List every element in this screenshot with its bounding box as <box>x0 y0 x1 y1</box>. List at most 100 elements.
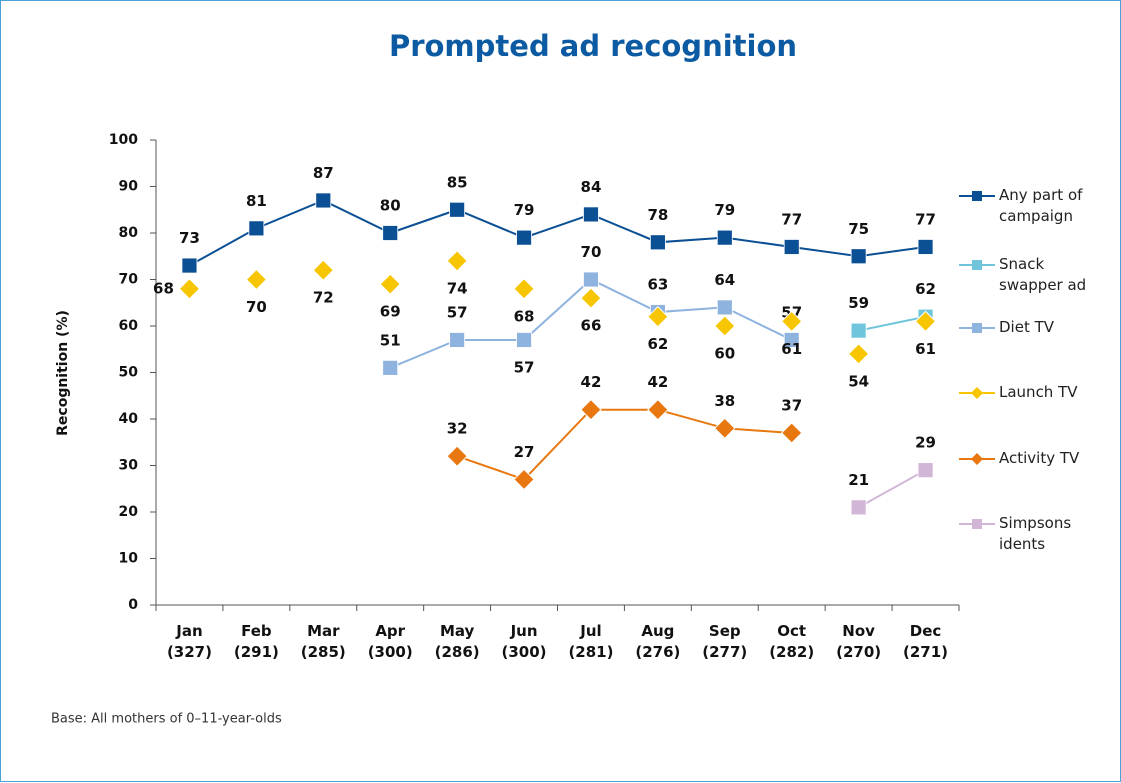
legend-item: Simpsons idents <box>959 513 1119 555</box>
data-point <box>513 278 535 300</box>
data-point <box>382 225 399 241</box>
data-point <box>847 343 870 365</box>
data-label: 21 <box>848 471 869 489</box>
y-tick-label: 0 <box>128 597 138 613</box>
data-label: 87 <box>313 164 334 182</box>
y-tick-label: 30 <box>119 458 139 474</box>
legend-swatch <box>959 260 995 270</box>
y-axis-label: Recognition (%) <box>55 310 71 436</box>
y-tick-label: 40 <box>119 411 139 427</box>
data-label: 74 <box>447 279 468 297</box>
data-label: 38 <box>714 392 735 410</box>
legend-swatch <box>959 191 995 201</box>
data-point <box>382 359 399 376</box>
data-point <box>446 250 468 272</box>
y-tick-label: 50 <box>119 365 139 381</box>
data-label: 64 <box>714 271 735 289</box>
legend-label: Activity TV <box>999 449 1080 467</box>
data-label: 61 <box>781 340 802 358</box>
data-label: 70 <box>246 298 267 316</box>
series-line <box>188 199 926 267</box>
data-point <box>245 268 268 291</box>
data-point <box>580 287 602 309</box>
legend-swatch <box>959 519 995 529</box>
data-point <box>516 229 532 246</box>
data-point <box>649 234 666 251</box>
data-point <box>516 332 532 348</box>
data-point <box>379 273 401 295</box>
data-label: 57 <box>514 358 535 376</box>
x-tick-label: Apr (300) <box>368 622 413 661</box>
data-point <box>781 422 803 444</box>
x-tick-label: May (286) <box>435 622 480 661</box>
series-line <box>858 315 926 332</box>
data-label: 68 <box>153 279 174 297</box>
data-label: 59 <box>848 294 869 312</box>
data-point <box>917 239 934 255</box>
legend-label: Simpsons idents <box>999 514 1072 553</box>
data-point <box>312 259 334 281</box>
data-point <box>850 499 867 516</box>
data-label: 77 <box>915 210 936 228</box>
data-label: 79 <box>514 201 535 219</box>
data-point <box>850 322 867 339</box>
data-label: 78 <box>647 206 668 224</box>
data-label: 42 <box>647 373 668 391</box>
data-label: 80 <box>380 197 401 215</box>
y-tick-label: 90 <box>119 179 139 195</box>
x-tick-label: Sep (277) <box>702 622 747 661</box>
x-tick-label: Aug (276) <box>635 622 680 661</box>
chart-title: Prompted ad recognition <box>389 29 797 63</box>
data-point <box>583 271 599 288</box>
data-point <box>446 445 468 467</box>
data-label: 69 <box>380 303 401 321</box>
data-point <box>449 332 466 348</box>
x-tick-label: Jun (300) <box>502 622 547 661</box>
x-tick-label: Jan (327) <box>167 622 212 661</box>
legend-item: Snack swapper ad <box>959 254 1119 296</box>
x-tick-label: Feb (291) <box>234 622 279 661</box>
data-label: 81 <box>246 192 267 210</box>
data-label: 60 <box>714 345 735 363</box>
data-label: 73 <box>179 229 200 247</box>
data-point <box>716 299 733 316</box>
data-label: 85 <box>447 173 468 191</box>
data-point <box>781 310 803 333</box>
legend-label: Diet TV <box>999 318 1055 336</box>
legend-marker <box>972 260 982 270</box>
data-label: 66 <box>581 317 602 335</box>
legend-label: Snack swapper ad <box>999 255 1087 294</box>
y-tick-label: 10 <box>119 551 139 567</box>
data-label: 62 <box>915 280 936 298</box>
x-tick-label: Nov (270) <box>836 622 881 661</box>
data-label: 27 <box>514 443 535 461</box>
data-point <box>714 417 736 440</box>
data-point <box>178 278 201 300</box>
data-label: 54 <box>848 372 869 390</box>
legend-swatch <box>959 387 995 399</box>
y-tick-label: 80 <box>119 225 139 241</box>
y-tick-label: 100 <box>109 132 138 148</box>
data-point <box>783 332 800 348</box>
data-point <box>917 462 934 479</box>
legend-marker <box>972 323 982 333</box>
data-point <box>449 201 466 218</box>
data-point <box>647 398 669 421</box>
data-label: 57 <box>447 303 468 321</box>
legend-label: Any part of campaign <box>999 186 1083 225</box>
legend-item: Diet TV <box>959 317 1119 338</box>
data-point <box>716 229 733 246</box>
y-tick-label: 20 <box>119 504 139 520</box>
data-point <box>580 398 602 421</box>
x-tick-label: Mar (285) <box>301 622 346 661</box>
series-line <box>858 469 927 509</box>
legend-swatch <box>959 453 995 465</box>
data-point <box>583 206 599 223</box>
x-tick-label: Oct (282) <box>769 622 814 661</box>
y-tick-label: 70 <box>119 272 139 288</box>
x-tick-label: Jul (281) <box>568 622 613 661</box>
note: Base: All mothers of 0–11-year-olds <box>51 712 282 727</box>
data-point <box>513 468 535 491</box>
